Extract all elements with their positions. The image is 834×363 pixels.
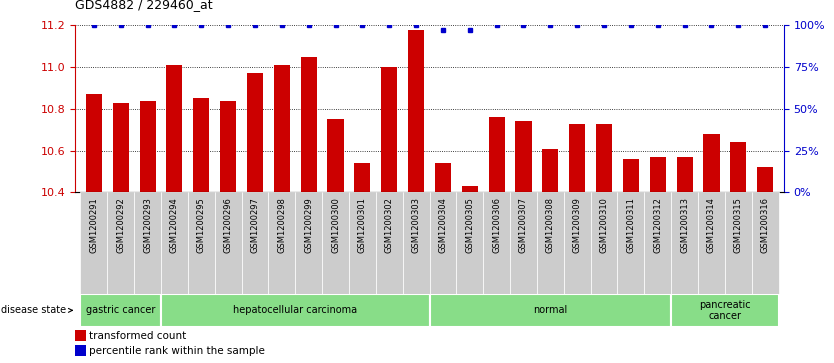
Bar <box>161 192 188 294</box>
Bar <box>139 101 156 192</box>
Bar <box>300 57 317 192</box>
Bar <box>220 101 236 192</box>
Text: GDS4882 / 229460_at: GDS4882 / 229460_at <box>75 0 213 11</box>
Bar <box>757 167 773 192</box>
Bar <box>542 148 559 192</box>
Bar <box>676 157 693 192</box>
Bar <box>489 117 505 192</box>
Bar <box>645 192 671 294</box>
Bar <box>274 65 290 192</box>
Bar <box>671 192 698 294</box>
Text: GSM1200295: GSM1200295 <box>197 197 206 253</box>
Text: GSM1200292: GSM1200292 <box>116 197 125 253</box>
Bar <box>247 73 263 192</box>
Bar <box>75 330 86 341</box>
Bar <box>462 186 478 192</box>
Bar <box>193 98 209 192</box>
Bar <box>617 192 645 294</box>
Text: GSM1200307: GSM1200307 <box>519 197 528 253</box>
Bar <box>75 345 86 356</box>
Bar <box>725 192 751 294</box>
Text: GSM1200315: GSM1200315 <box>734 197 743 253</box>
Bar <box>113 103 128 192</box>
Bar <box>295 192 322 294</box>
Text: GSM1200305: GSM1200305 <box>465 197 475 253</box>
Bar <box>430 294 671 327</box>
Bar <box>623 159 639 192</box>
Text: gastric cancer: gastric cancer <box>86 305 155 315</box>
Bar <box>108 192 134 294</box>
Text: GSM1200291: GSM1200291 <box>89 197 98 253</box>
Text: percentile rank within the sample: percentile rank within the sample <box>89 346 265 355</box>
Bar <box>188 192 214 294</box>
Text: GSM1200298: GSM1200298 <box>278 197 286 253</box>
Bar <box>161 294 430 327</box>
Bar <box>80 294 161 327</box>
Bar <box>564 192 590 294</box>
Text: transformed count: transformed count <box>89 331 187 341</box>
Text: GSM1200308: GSM1200308 <box>545 197 555 253</box>
Bar <box>751 192 779 294</box>
Text: GSM1200304: GSM1200304 <box>439 197 447 253</box>
Text: GSM1200311: GSM1200311 <box>626 197 636 253</box>
Bar <box>703 134 720 192</box>
Bar <box>430 192 456 294</box>
Text: GSM1200301: GSM1200301 <box>358 197 367 253</box>
Bar <box>134 192 161 294</box>
Text: GSM1200299: GSM1200299 <box>304 197 314 253</box>
Bar <box>403 192 430 294</box>
Bar <box>650 157 666 192</box>
Text: GSM1200306: GSM1200306 <box>492 197 501 253</box>
Text: GSM1200303: GSM1200303 <box>412 197 420 253</box>
Bar <box>376 192 403 294</box>
Text: GSM1200294: GSM1200294 <box>170 197 179 253</box>
Text: GSM1200312: GSM1200312 <box>653 197 662 253</box>
Bar <box>596 123 612 192</box>
Text: GSM1200316: GSM1200316 <box>761 197 770 253</box>
Bar <box>214 192 242 294</box>
Text: GSM1200297: GSM1200297 <box>250 197 259 253</box>
Text: GSM1200314: GSM1200314 <box>707 197 716 253</box>
Bar <box>80 192 108 294</box>
Bar <box>242 192 269 294</box>
Bar <box>515 121 531 192</box>
Text: GSM1200296: GSM1200296 <box>224 197 233 253</box>
Bar <box>698 192 725 294</box>
Bar <box>569 123 585 192</box>
Text: pancreatic
cancer: pancreatic cancer <box>699 299 751 321</box>
Bar <box>590 192 617 294</box>
Text: disease state: disease state <box>1 305 73 315</box>
Bar <box>671 294 779 327</box>
Bar <box>166 65 183 192</box>
Text: GSM1200293: GSM1200293 <box>143 197 152 253</box>
Text: normal: normal <box>533 305 567 315</box>
Text: hepatocellular carcinoma: hepatocellular carcinoma <box>234 305 357 315</box>
Bar <box>381 67 397 192</box>
Bar <box>328 119 344 192</box>
Bar <box>269 192 295 294</box>
Text: GSM1200300: GSM1200300 <box>331 197 340 253</box>
Bar <box>483 192 510 294</box>
Bar <box>435 163 451 192</box>
Bar <box>86 94 102 192</box>
Bar <box>349 192 376 294</box>
Bar <box>456 192 483 294</box>
Bar <box>537 192 564 294</box>
Text: GSM1200309: GSM1200309 <box>573 197 581 253</box>
Text: GSM1200313: GSM1200313 <box>680 197 689 253</box>
Bar <box>510 192 537 294</box>
Bar <box>354 163 370 192</box>
Text: GSM1200302: GSM1200302 <box>384 197 394 253</box>
Text: GSM1200310: GSM1200310 <box>600 197 609 253</box>
Bar <box>322 192 349 294</box>
Bar <box>731 142 746 192</box>
Bar <box>408 29 425 192</box>
